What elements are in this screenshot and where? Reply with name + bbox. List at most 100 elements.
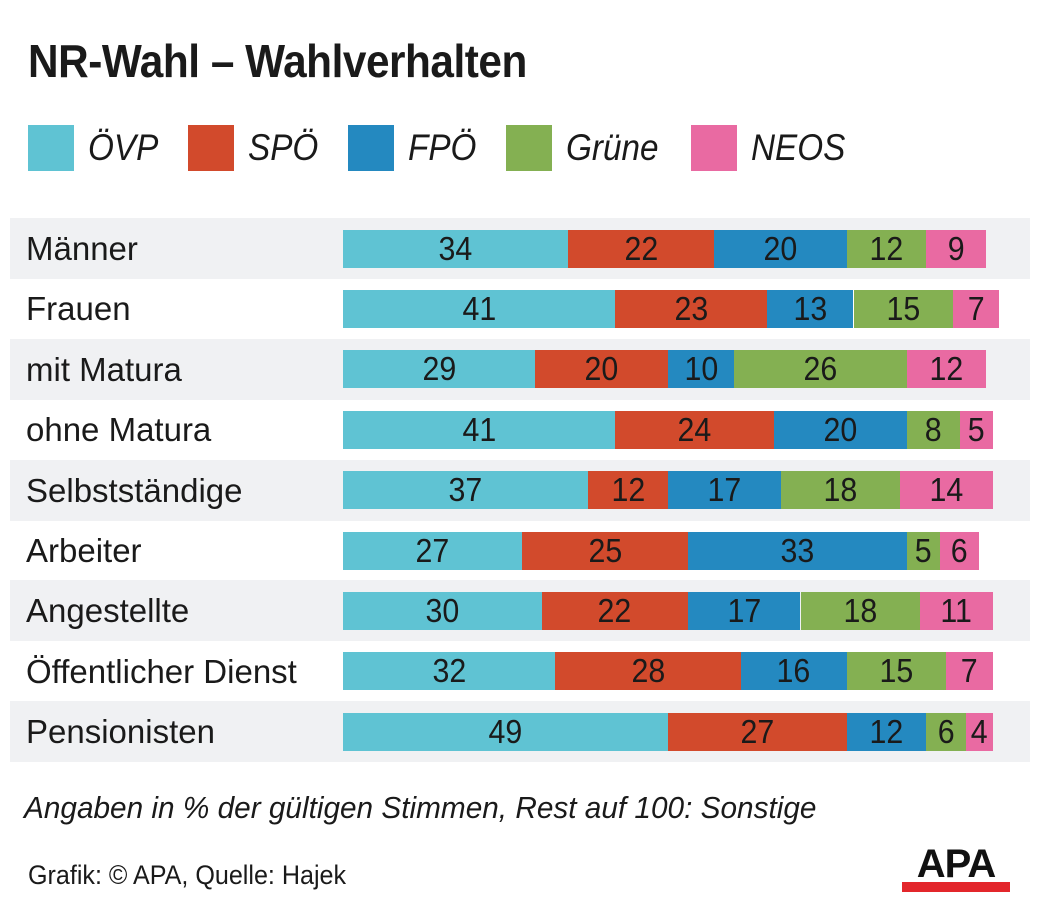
- data-label: 11: [940, 591, 973, 629]
- bar-segment: 29: [343, 350, 536, 389]
- data-label: 18: [843, 591, 878, 629]
- data-label: 14: [929, 471, 964, 509]
- bar-segment: 17: [687, 591, 801, 630]
- data-label: 23: [674, 289, 708, 327]
- legend-swatch: [28, 125, 74, 171]
- category-label: mit Matura: [26, 350, 182, 388]
- bar-segment: 30: [343, 591, 542, 630]
- data-label: 41: [462, 410, 496, 448]
- bar-segment: 18: [800, 591, 920, 630]
- bar-segment: 15: [853, 289, 953, 328]
- data-label: 32: [432, 652, 466, 690]
- data-label: 33: [780, 531, 815, 569]
- legend-swatch: [691, 125, 738, 171]
- category-label: Selbstständige: [26, 471, 243, 509]
- legend-label: NEOS: [751, 127, 846, 168]
- bar-segment: 34: [343, 229, 569, 268]
- apa-logo-bar: [902, 882, 1010, 892]
- chart-note: Angaben in % der gültigen Stimmen, Rest …: [24, 790, 817, 825]
- bar-segment: 25: [522, 531, 688, 570]
- data-label: 37: [448, 471, 483, 509]
- bar-segment: 17: [667, 471, 781, 510]
- data-label: 49: [488, 712, 523, 750]
- data-label: 6: [937, 712, 955, 750]
- bar-segment: 9: [926, 229, 987, 268]
- data-label: 8: [924, 410, 942, 448]
- bar-segment: 22: [541, 591, 688, 630]
- bar-segment: 27: [667, 712, 847, 751]
- bar-segment: 6: [939, 531, 980, 570]
- bar-segment: 13: [767, 289, 854, 328]
- category-label: Angestellte: [26, 592, 190, 630]
- bar-segment: 49: [343, 712, 668, 751]
- bar-segment: 12: [588, 471, 668, 510]
- bar-segment: 4: [966, 712, 993, 751]
- data-label: 27: [415, 531, 450, 569]
- data-label: 24: [677, 410, 712, 448]
- bar-segment: 32: [343, 652, 556, 691]
- data-label: 29: [422, 350, 457, 388]
- category-label: Männer: [26, 230, 138, 267]
- legend-item: FPÖ: [348, 125, 484, 171]
- data-label: 5: [914, 531, 932, 569]
- data-label: 4: [970, 712, 988, 750]
- bar-segment: 20: [714, 229, 847, 268]
- bar-segment: 12: [906, 350, 987, 389]
- data-label: 15: [879, 652, 914, 690]
- data-label: 20: [823, 410, 858, 448]
- legend-item: NEOS: [691, 125, 856, 171]
- bar-segment: 20: [535, 350, 668, 389]
- bar-segment: 20: [774, 410, 907, 449]
- legend-label: ÖVP: [88, 127, 159, 168]
- data-label: 12: [869, 712, 904, 750]
- apa-logo: APA: [902, 842, 1010, 892]
- bar-segment: 22: [568, 229, 715, 268]
- legend: ÖVP SPÖ FPÖ Grüne NEOS: [28, 125, 878, 171]
- legend-label: FPÖ: [408, 127, 477, 168]
- bar-segment: 8: [906, 410, 960, 449]
- legend-item: ÖVP: [28, 125, 166, 171]
- apa-logo-text: APA: [916, 842, 996, 886]
- bar-segment: 11: [919, 591, 993, 630]
- legend-label: SPÖ: [248, 127, 319, 168]
- data-label: 7: [961, 652, 978, 690]
- legend-item: SPÖ: [188, 125, 326, 171]
- bar-segment: 27: [343, 531, 522, 570]
- data-label: 12: [611, 471, 645, 509]
- bar-segment: 15: [846, 652, 947, 691]
- data-label: 41: [462, 289, 496, 327]
- data-label: 34: [438, 229, 473, 267]
- data-label: 13: [793, 289, 828, 327]
- chart-title: NR-Wahl – Wahlverhalten: [28, 35, 527, 87]
- bar-segment: 16: [740, 652, 847, 691]
- data-label: 5: [967, 410, 985, 448]
- data-label: 22: [597, 591, 632, 629]
- data-label: 27: [740, 712, 775, 750]
- data-label: 20: [763, 229, 798, 267]
- legend-swatch: [506, 125, 553, 171]
- data-label: 30: [425, 591, 460, 629]
- bar-segment: 7: [946, 652, 993, 691]
- data-label: 10: [684, 350, 718, 388]
- bar-segment: 10: [667, 350, 735, 389]
- data-label: 17: [707, 471, 742, 509]
- data-label: 12: [929, 350, 964, 388]
- source-credit: Grafik: © APA, Quelle: Hajek: [28, 860, 347, 890]
- category-label: ohne Matura: [26, 411, 212, 449]
- data-label: 12: [869, 229, 904, 267]
- bar-segment: 5: [906, 531, 940, 570]
- data-label: 20: [584, 350, 619, 388]
- category-label: Öffentlicher Dienst: [26, 652, 297, 690]
- bar-segment: 33: [687, 531, 907, 570]
- data-label: 7: [967, 289, 985, 327]
- category-label: Frauen: [26, 290, 131, 328]
- data-label: 22: [624, 229, 659, 267]
- bar-segment: 5: [959, 410, 993, 449]
- legend-swatch: [348, 125, 395, 171]
- bar-segment: 23: [614, 289, 768, 328]
- legend-swatch: [188, 125, 235, 171]
- legend-label: Grüne: [566, 127, 659, 168]
- bar-segment: 24: [614, 410, 774, 449]
- bar-segment: 26: [734, 350, 907, 389]
